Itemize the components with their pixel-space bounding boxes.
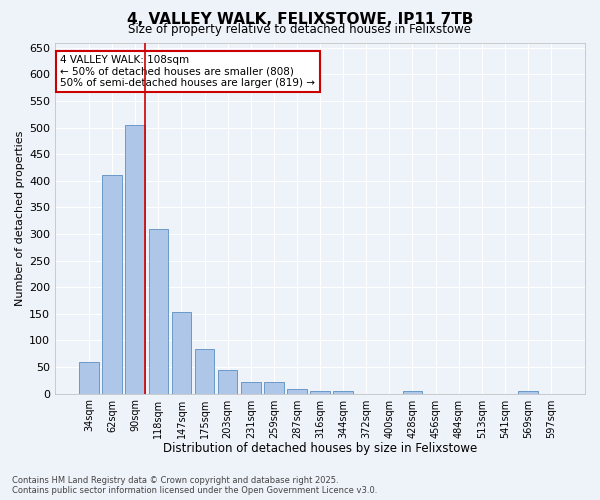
Text: Size of property relative to detached houses in Felixstowe: Size of property relative to detached ho… [128,22,472,36]
Bar [310,391,330,394]
Bar [103,176,122,394]
Bar [218,370,238,394]
Bar [287,389,307,394]
Text: 4, VALLEY WALK, FELIXSTOWE, IP11 7TB: 4, VALLEY WALK, FELIXSTOWE, IP11 7TB [127,12,473,28]
Bar [518,391,538,394]
Bar [149,228,168,394]
Bar [172,312,191,394]
Bar [79,362,99,394]
Bar [195,350,214,394]
Bar [125,125,145,394]
Bar [264,382,284,394]
X-axis label: Distribution of detached houses by size in Felixstowe: Distribution of detached houses by size … [163,442,477,455]
Bar [403,391,422,394]
Bar [334,391,353,394]
Bar [241,382,260,394]
Y-axis label: Number of detached properties: Number of detached properties [15,130,25,306]
Text: Contains HM Land Registry data © Crown copyright and database right 2025.
Contai: Contains HM Land Registry data © Crown c… [12,476,377,495]
Text: 4 VALLEY WALK: 108sqm
← 50% of detached houses are smaller (808)
50% of semi-det: 4 VALLEY WALK: 108sqm ← 50% of detached … [61,55,316,88]
